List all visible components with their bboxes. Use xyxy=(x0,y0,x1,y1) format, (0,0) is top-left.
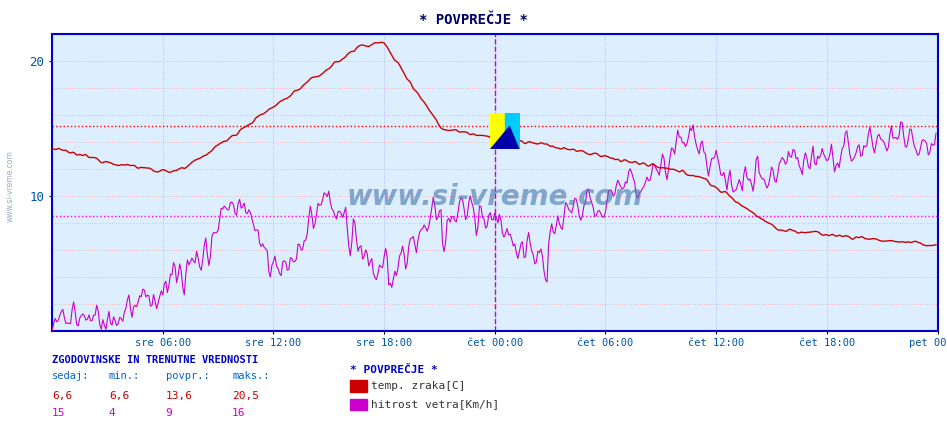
Text: 20,5: 20,5 xyxy=(232,391,259,401)
Text: 9: 9 xyxy=(166,407,172,418)
Text: 6,6: 6,6 xyxy=(109,391,129,401)
Text: temp. zraka[C]: temp. zraka[C] xyxy=(371,381,466,391)
Text: maks.:: maks.: xyxy=(232,371,270,382)
Polygon shape xyxy=(491,112,521,148)
Text: 16: 16 xyxy=(232,407,245,418)
Text: ZGODOVINSKE IN TRENUTNE VREDNOSTI: ZGODOVINSKE IN TRENUTNE VREDNOSTI xyxy=(52,354,259,365)
Bar xyxy=(491,112,506,148)
Bar xyxy=(506,112,521,148)
Text: www.si-vreme.com: www.si-vreme.com xyxy=(6,151,15,223)
Text: 15: 15 xyxy=(52,407,65,418)
Text: www.si-vreme.com: www.si-vreme.com xyxy=(347,183,643,211)
Text: hitrost vetra[Km/h]: hitrost vetra[Km/h] xyxy=(371,399,499,409)
Text: povpr.:: povpr.: xyxy=(166,371,209,382)
Text: * POVPREČJE *: * POVPREČJE * xyxy=(350,365,438,375)
Text: 4: 4 xyxy=(109,407,116,418)
Polygon shape xyxy=(506,112,521,148)
Text: 13,6: 13,6 xyxy=(166,391,193,401)
Text: sedaj:: sedaj: xyxy=(52,371,90,382)
Text: * POVPREČJE *: * POVPREČJE * xyxy=(420,13,527,27)
Text: min.:: min.: xyxy=(109,371,140,382)
Text: 6,6: 6,6 xyxy=(52,391,72,401)
